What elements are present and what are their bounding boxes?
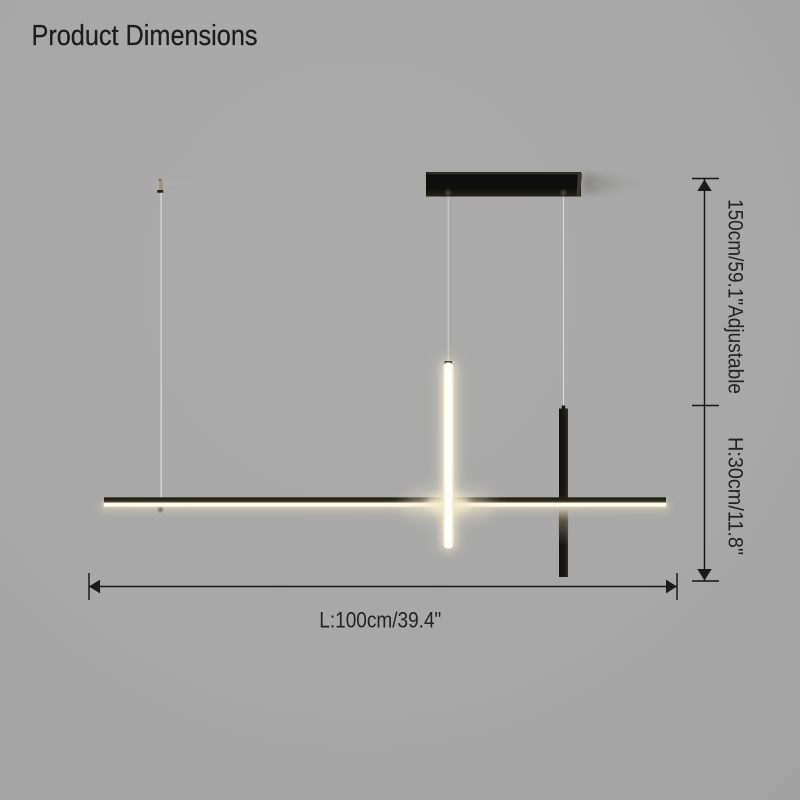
svg-text:L:100cm/39.4": L:100cm/39.4": [319, 608, 441, 633]
svg-text:Product Dimensions: Product Dimensions: [32, 20, 258, 52]
svg-text:H:30cm/11.8": H:30cm/11.8": [724, 437, 747, 555]
svg-text:150cm/59.1"Adjustable: 150cm/59.1"Adjustable: [724, 199, 747, 394]
